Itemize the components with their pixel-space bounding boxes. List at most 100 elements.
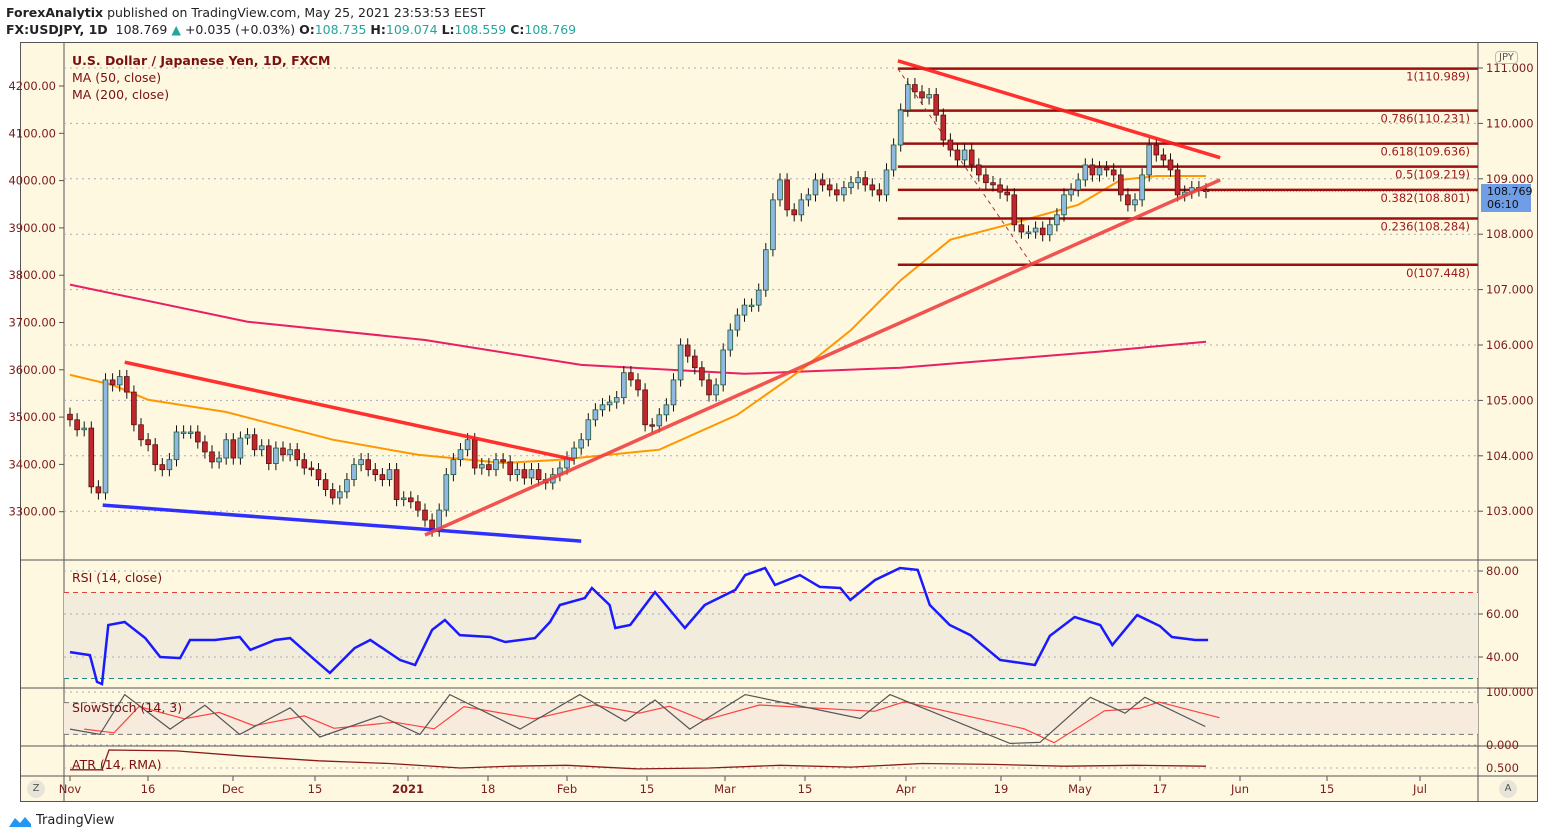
left-tick-label: 4100.00 <box>8 126 56 140</box>
candle-body <box>145 439 151 446</box>
author[interactable]: ForexAnalytix <box>6 5 104 20</box>
left-tick-label: 4000.00 <box>8 174 56 188</box>
candle-body <box>230 439 237 459</box>
zoom-button[interactable]: Z <box>27 780 45 798</box>
candle <box>1167 153 1174 177</box>
candle-body <box>571 447 577 459</box>
candle <box>1096 161 1103 182</box>
candle-body <box>1011 194 1018 226</box>
stoch-d-line <box>84 701 1220 744</box>
price-tick-label: 111.000 <box>1486 61 1534 75</box>
legend-stoch[interactable]: SlowStoch (14, 3) <box>72 700 183 715</box>
candle-body <box>372 469 379 476</box>
candle-body <box>407 497 414 503</box>
time-label: 2021 <box>392 782 424 796</box>
price-tick-label: 107.000 <box>1486 283 1534 297</box>
candle-body <box>912 84 918 93</box>
candle <box>95 480 102 500</box>
candle-body <box>1118 174 1124 196</box>
candle <box>890 138 897 177</box>
candle <box>244 428 251 445</box>
candle-body <box>1174 169 1181 196</box>
candle-body <box>109 379 116 386</box>
candle <box>1054 208 1060 232</box>
candle <box>677 338 684 387</box>
high-label: H: <box>370 22 386 37</box>
fib-level-label: 0.618(109.636) <box>1381 145 1470 159</box>
candle <box>649 418 655 433</box>
candle <box>876 183 883 202</box>
candle <box>763 243 769 297</box>
candle <box>407 491 414 509</box>
candle <box>322 472 329 497</box>
candle <box>1153 138 1160 162</box>
publish-info: ForexAnalytix published on TradingView.c… <box>6 5 485 20</box>
candle-body <box>180 431 187 434</box>
candle <box>393 463 400 507</box>
candle-body <box>1047 224 1053 236</box>
trend-line <box>897 59 1221 160</box>
candle-body <box>422 509 428 521</box>
candle-body <box>74 419 80 431</box>
stoch-k-line <box>69 693 1206 745</box>
candle <box>812 173 819 202</box>
candle-body <box>1167 159 1174 171</box>
close-label: C: <box>510 22 525 37</box>
open-label: O: <box>299 22 315 37</box>
candle-body <box>869 184 876 191</box>
stoch-tick-label: 0.000 <box>1486 738 1519 752</box>
tradingview-logo[interactable]: TradingView <box>8 813 115 828</box>
candle-body <box>1125 194 1131 206</box>
candle <box>621 366 627 405</box>
candle <box>237 431 244 465</box>
candle-body <box>961 149 968 161</box>
candle-body <box>1103 167 1110 171</box>
candle-body <box>273 447 279 464</box>
candle <box>379 467 386 487</box>
candle-body <box>1153 144 1160 156</box>
legend-ma200[interactable]: MA (200, close) <box>72 87 170 102</box>
candle-body <box>968 149 975 166</box>
candle <box>386 463 393 487</box>
left-tick-label: 3700.00 <box>8 316 56 330</box>
left-tick-label: 3600.00 <box>8 363 56 377</box>
candle <box>273 441 279 471</box>
close-value: 108.769 <box>524 22 577 37</box>
candle <box>159 458 166 477</box>
candle <box>308 461 315 477</box>
candle-body <box>1082 164 1089 181</box>
fib-level-label: 0.236(108.284) <box>1381 219 1470 233</box>
legend-atr[interactable]: ATR (14, RMA) <box>72 757 162 772</box>
candle-body <box>983 174 989 184</box>
candle-body <box>862 177 868 186</box>
symbol: FX:USDJPY, 1D <box>6 22 108 37</box>
candle-body <box>173 431 180 461</box>
candle <box>67 407 73 427</box>
candle <box>1174 163 1181 202</box>
legend-ma50[interactable]: MA (50, close) <box>72 70 162 85</box>
candle-body <box>301 459 308 469</box>
candle <box>976 158 982 182</box>
legend-rsi[interactable]: RSI (14, close) <box>72 570 163 585</box>
candle <box>265 439 272 471</box>
candle-body <box>1025 231 1032 234</box>
time-label: Mar <box>714 782 736 796</box>
candle-body <box>251 434 258 451</box>
candle <box>315 463 322 487</box>
candle <box>1068 183 1074 202</box>
candle <box>1132 193 1138 212</box>
candle <box>798 193 805 222</box>
trend-line <box>424 178 1221 537</box>
time-label: 18 <box>481 782 496 796</box>
candle-body <box>940 114 947 141</box>
candle <box>727 323 734 357</box>
left-tick-label: 3300.00 <box>8 505 56 519</box>
candle <box>493 453 499 477</box>
candle <box>1032 221 1039 239</box>
candle <box>983 168 989 190</box>
auto-scale-button[interactable]: A <box>1499 780 1517 798</box>
candle <box>329 482 336 505</box>
candle <box>1146 138 1153 182</box>
candle-body <box>500 459 506 463</box>
